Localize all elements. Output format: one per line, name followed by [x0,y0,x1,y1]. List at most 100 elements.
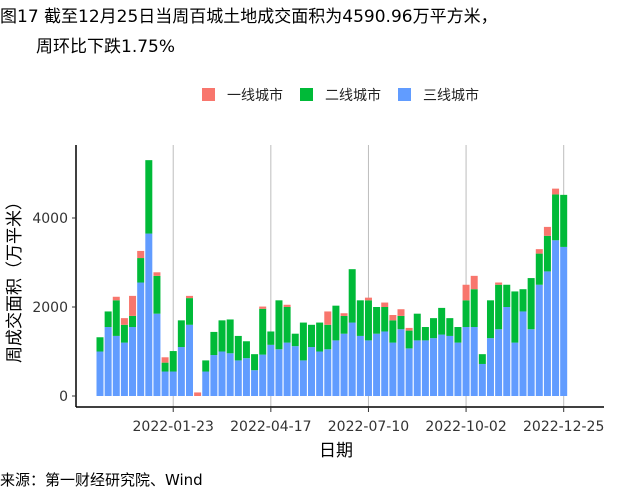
x-tick-label: 2022-10-02 [425,419,506,435]
bar-segment-tier3 [291,346,299,396]
bar-segment-tier2 [560,194,568,247]
bar-segment-tier2 [405,330,413,349]
legend-label-tier1: 一线城市 [227,87,283,104]
bar-segment-tier2 [438,307,446,335]
bar-segment-tier3 [153,313,161,397]
bar-segment-tier3 [96,351,104,396]
bar-segment-tier2 [308,324,316,348]
bar-segment-tier3 [202,371,210,396]
bar-segment-tier2 [348,269,356,323]
bar-segment-tier3 [161,371,169,396]
bar-segment-tier1 [324,311,332,325]
bar-segment-tier2 [486,300,494,339]
bar-segment-tier3 [462,327,470,396]
bar-segment-tier2 [324,324,332,350]
bar-segment-tier2 [543,235,551,272]
bar-segment-tier2 [137,258,145,283]
legend-label-tier2: 二线城市 [325,87,381,104]
bar-segment-tier2 [462,300,470,328]
bar-segment-tier2 [470,289,478,328]
bar-segment-tier2 [373,307,381,334]
legend-label-tier3: 三线城市 [423,87,479,104]
bar-segment-tier2 [202,360,210,372]
bar-segment-tier2 [161,362,169,372]
bar-segment-tier2 [503,284,511,307]
y-tick-label: 0 [59,389,68,405]
bar-segment-tier1 [194,392,202,396]
bar-segment-tier2 [145,160,153,234]
legend-swatch-tier3 [398,88,411,101]
bar-segment-tier2 [519,289,527,312]
bar-segment-tier3 [129,327,137,396]
bar-segment-tier2 [397,315,405,330]
bar-segment-tier2 [413,313,421,341]
bar-segment-tier2 [454,327,462,343]
bar-segment-tier3 [364,340,372,397]
bar-segment-tier3 [470,327,478,396]
bar-segment-tier3 [137,282,145,396]
y-axis-label: 周成交面积（万平米） [5,193,25,363]
bar-segment-tier1 [470,275,478,290]
bar-segment-tier3 [503,307,511,396]
chart-title-line1: 图17 截至12月25日当周百城土地成交面积为4590.96万平方米， [0,7,498,27]
bar-segment-tier1 [340,313,348,316]
x-axis-label: 日期 [319,441,353,461]
bar-segment-tier2 [332,305,340,341]
bar-segment-tier1 [535,249,543,254]
bar-segment-tier2 [316,322,324,352]
bar-segment-tier1 [161,357,169,363]
bar-segment-tier2 [242,341,250,359]
bar-segment-tier2 [291,333,299,347]
axes [75,145,604,408]
bar-segment-tier2 [153,275,161,314]
bar-segment-tier1 [153,272,161,276]
bar-segment-tier2 [340,315,348,334]
bar-segment-tier1 [137,250,145,259]
bar-segment-tier3 [389,342,397,396]
bar-segment-tier1 [381,302,389,307]
bars [96,160,568,397]
bar-segment-tier1 [552,188,560,195]
bar-segment-tier2 [381,307,389,332]
bar-segment-tier3 [259,354,267,396]
bar-segment-tier2 [226,319,234,354]
bar-segment-tier2 [421,327,429,341]
chart-title-line2: 周环比下跌1.75% [36,37,176,57]
bar-segment-tier3 [535,284,543,396]
bar-segment-tier3 [511,342,519,396]
bar-segment-tier3 [275,349,283,396]
bar-segment-tier3 [169,371,177,396]
bar-segment-tier3 [308,347,316,396]
bar-segment-tier1 [405,327,413,331]
bar-segment-tier3 [112,335,120,396]
x-tick-label: 2022-12-25 [523,419,604,435]
bar-segment-tier3 [421,340,429,397]
x-tick-label: 2022-04-17 [230,419,311,435]
bar-segment-tier2 [112,300,120,336]
bar-segment-tier3 [210,355,218,396]
legend-swatch-tier1 [202,88,215,101]
bar-segment-tier2 [389,320,397,343]
x-tick-label: 2022-07-10 [328,419,409,435]
bar-segment-tier3 [552,240,560,396]
bar-segment-tier3 [177,347,185,396]
bar-segment-tier3 [120,342,128,396]
bar-segment-tier3 [324,349,332,396]
bar-segment-tier3 [104,327,112,396]
bar-segment-tier2 [129,315,137,328]
y-tick-label: 2000 [32,300,68,316]
bar-segment-tier1 [259,306,267,309]
x-tick-label: 2022-01-23 [133,419,214,435]
bar-segment-tier3 [560,246,568,396]
bar-segment-tier2 [552,194,560,241]
bar-segment-tier3 [283,342,291,396]
bar-segment-tier2 [251,354,259,371]
legend-swatch-tier2 [300,88,313,101]
bar-segment-tier3 [405,348,413,396]
bar-segment-tier2 [185,298,193,325]
bar-segment-tier2 [478,354,486,364]
bar-segment-tier2 [210,331,218,356]
bar-segment-tier3 [478,363,486,396]
bar-segment-tier3 [381,331,389,396]
bar-segment-tier1 [495,282,503,285]
